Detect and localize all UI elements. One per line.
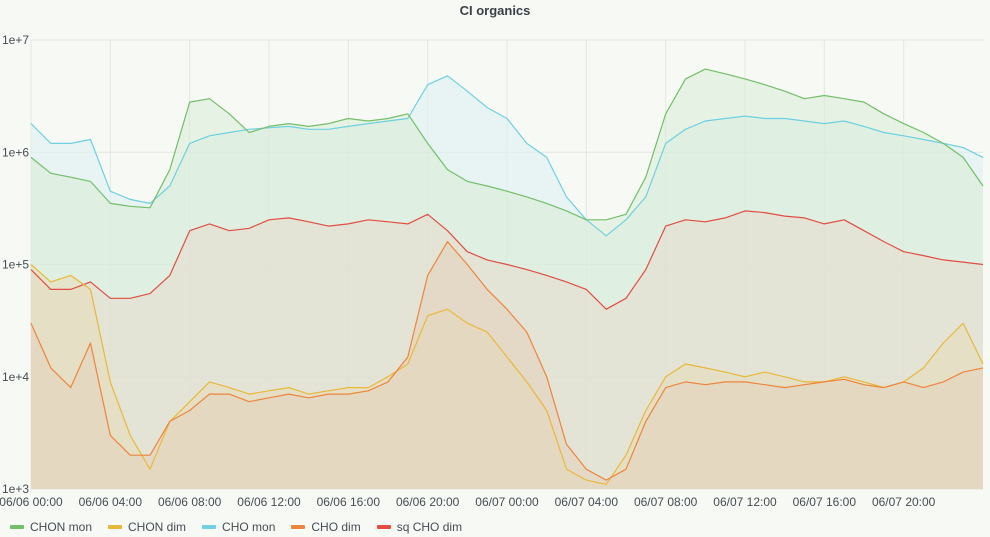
legend-swatch: [376, 525, 391, 529]
legend-item[interactable]: CHO dim: [291, 520, 361, 534]
legend-label: CHON mon: [30, 520, 93, 534]
x-tick-label: 06/06 04:00: [79, 495, 143, 509]
legend-item[interactable]: sq CHO dim: [376, 520, 463, 534]
y-tick-label: 1e+4: [2, 370, 29, 384]
legend-swatch: [108, 525, 123, 529]
x-tick-label: 06/06 16:00: [317, 495, 381, 509]
series-area: [31, 241, 983, 489]
y-tick-label: 1e+7: [2, 33, 29, 47]
legend-swatch: [202, 525, 217, 529]
legend-label: CHO mon: [222, 520, 276, 534]
legend-item[interactable]: CHON dim: [108, 520, 186, 534]
legend-swatch: [291, 525, 306, 529]
x-tick-label: 06/07 12:00: [713, 495, 777, 509]
series-line[interactable]: [30, 210, 984, 310]
y-tick-label: 1e+3: [2, 482, 29, 496]
x-tick-label: 06/07 08:00: [634, 495, 698, 509]
legend-item[interactable]: CHON mon: [10, 520, 92, 534]
x-tick-label: 06/06 20:00: [396, 495, 460, 509]
series-line[interactable]: [30, 75, 984, 237]
x-tick-label: 06/06 08:00: [158, 495, 222, 509]
series-line[interactable]: [30, 241, 984, 481]
x-tick-label: 06/07 20:00: [872, 495, 936, 509]
x-tick-label: 06/07 16:00: [793, 495, 857, 509]
legend-label: CHO dim: [311, 520, 361, 534]
chart-title: CI organics: [459, 3, 531, 18]
legend-label: sq CHO dim: [396, 520, 463, 534]
legend-item[interactable]: CHO mon: [202, 520, 275, 534]
x-tick-label: 06/07 04:00: [555, 495, 619, 509]
series-line[interactable]: [30, 68, 984, 221]
chart-legend: CHON mon CHON dim CHO mon CHO dim sq CHO dim: [10, 519, 462, 535]
y-tick-label: 1e+6: [2, 145, 29, 159]
x-tick-label: 06/07 00:00: [475, 495, 539, 509]
x-tick-label: 06/06 00:00: [0, 495, 63, 509]
legend-swatch: [10, 525, 24, 529]
legend-label: CHON dim: [128, 520, 187, 534]
x-tick-label: 06/06 12:00: [237, 495, 301, 509]
y-tick-label: 1e+5: [2, 258, 29, 272]
